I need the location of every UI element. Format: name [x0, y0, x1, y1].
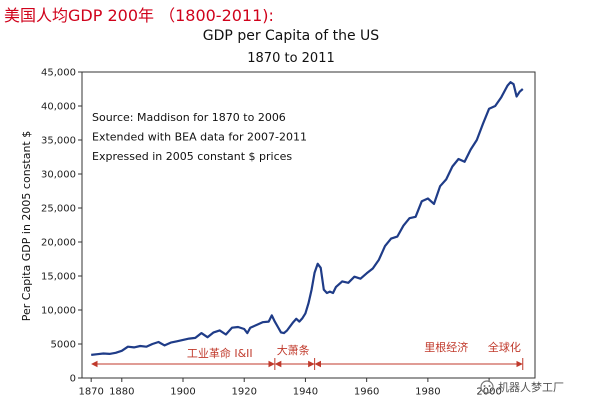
x-tick-label: 1960	[354, 386, 379, 397]
y-tick-label: 5000	[51, 340, 76, 351]
era-label: 全球化	[488, 340, 521, 354]
y-tick-label: 45,000	[41, 68, 76, 79]
wechat-icon-dot	[483, 385, 486, 387]
era-label: 大萧条	[277, 343, 310, 357]
x-tick-label: 1980	[415, 386, 440, 397]
y-axis-label: Per Capita GDP in 2005 constant $	[20, 131, 33, 322]
y-tick-label: 0	[70, 374, 76, 385]
annotation-line: Source: Maddison for 1870 to 2006	[92, 111, 286, 124]
y-tick-label: 25,000	[41, 204, 76, 215]
wechat-icon	[480, 380, 494, 394]
x-tick-label: 1920	[231, 386, 256, 397]
wechat-icon-dot	[488, 385, 491, 387]
x-tick-label: 1900	[170, 386, 195, 397]
era-annotations: 工业革命 I&II 大萧条 里根经济 全球化	[91, 340, 524, 370]
watermark: 机器人梦工厂	[480, 380, 564, 394]
axis-ticks: 0 5000 10,000 15,000 20,000 25,000 30,000 35,00…	[41, 68, 502, 398]
annotation-line: Expressed in 2005 constant $ prices	[92, 150, 292, 163]
watermark-text: 机器人梦工厂	[498, 380, 564, 394]
x-tick-label: 1870	[78, 386, 103, 397]
series-layer	[91, 81, 524, 356]
y-tick-label: 10,000	[41, 306, 76, 317]
y-tick-label: 30,000	[41, 170, 76, 181]
plot-frame	[81, 71, 536, 379]
x-tick-label: 1880	[109, 386, 134, 397]
chart-subtitle: 1870 to 2011	[247, 51, 334, 66]
y-tick-label: 15,000	[41, 272, 76, 283]
source-annotation: Source: Maddison for 1870 to 2006 Extende…	[92, 111, 307, 163]
y-tick-label: 40,000	[41, 102, 76, 113]
y-tick-label: 20,000	[41, 238, 76, 249]
axes	[81, 71, 536, 379]
page-header: 美国人均GDP 200年 （1800-2011):	[4, 6, 274, 25]
annotation-line: Extended with BEA data for 2007-2011	[92, 131, 307, 144]
x-tick-label: 2000	[476, 386, 501, 397]
x-tick-label: 1940	[293, 386, 318, 397]
chart-title: GDP per Capita of the US	[203, 28, 379, 44]
gdp-series-line	[91, 81, 524, 356]
era-label: 工业革命 I&II	[187, 346, 253, 360]
y-tick-label: 35,000	[41, 136, 76, 147]
era-label: 里根经济	[424, 340, 468, 354]
